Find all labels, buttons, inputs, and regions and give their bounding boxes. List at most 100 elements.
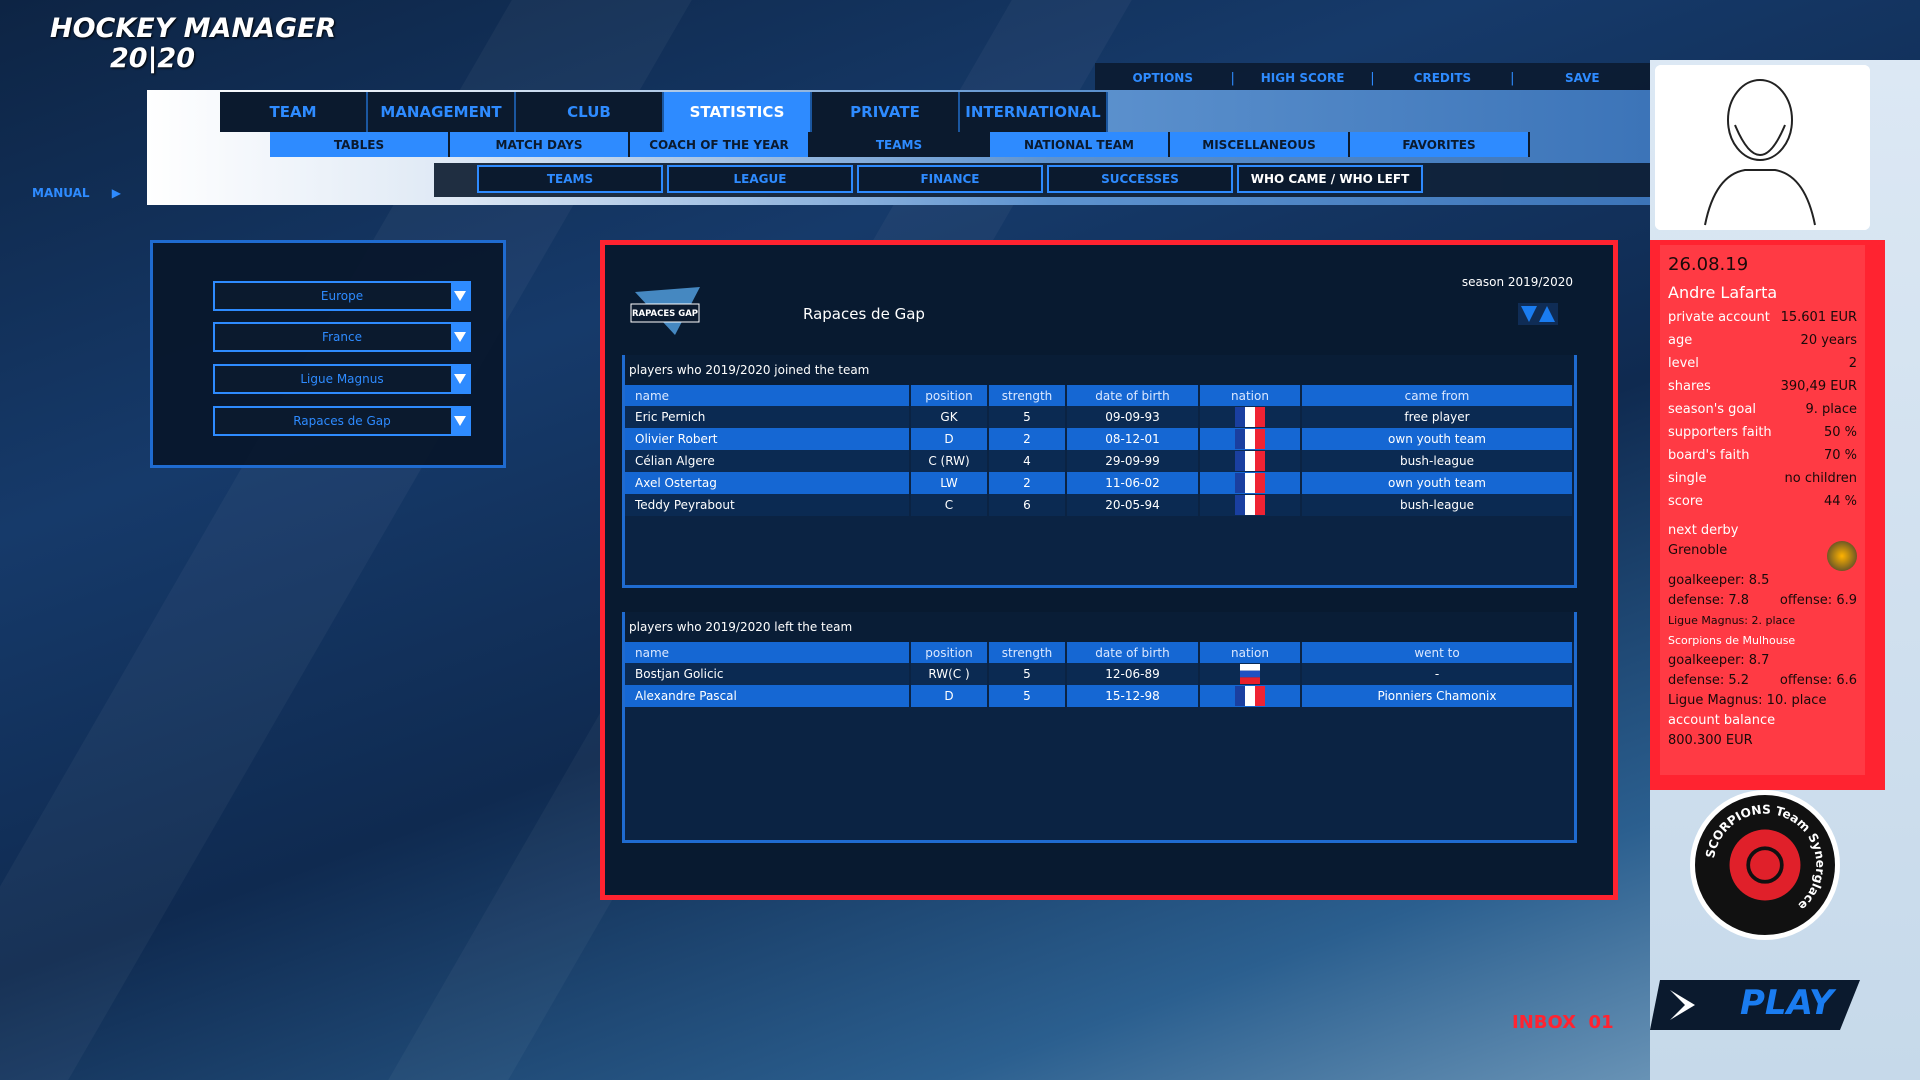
- season-label: season 2019/2020: [1461, 275, 1573, 289]
- sub-tabs: TABLES MATCH DAYS COACH OF THE YEAR TEAM…: [270, 132, 1530, 157]
- player-strength: 2: [988, 472, 1067, 494]
- player-nation: [1199, 406, 1302, 428]
- stat-value: 44 %: [1823, 494, 1857, 509]
- stat-value: 15.601 EUR: [1780, 310, 1857, 325]
- table-row[interactable]: Bostjan Golicic RW(C ) 5 12-06-89 -: [625, 663, 1574, 685]
- player-name: Axel Ostertag: [625, 472, 911, 494]
- player-strength: 5: [988, 406, 1067, 428]
- derby-label: next derby: [1668, 523, 1739, 538]
- high-score-link[interactable]: HIGH SCORE: [1260, 71, 1345, 85]
- current-date: 26.08.19: [1668, 254, 1749, 275]
- tab-successes[interactable]: SUCCESSES: [1047, 165, 1233, 193]
- joined-section: players who 2019/2020 joined the team na…: [622, 355, 1577, 588]
- chevron-down-icon: [451, 408, 469, 434]
- tab-who-came-who-left[interactable]: WHO CAME / WHO LEFT: [1237, 165, 1423, 193]
- col-name[interactable]: name: [625, 642, 911, 663]
- subtab-tables[interactable]: TABLES: [270, 132, 450, 157]
- filter-panel: Europe France Ligue Magnus Rapaces de Ga…: [150, 240, 506, 468]
- stat-label: level: [1668, 356, 1699, 371]
- save-link[interactable]: SAVE: [1564, 71, 1600, 85]
- subtab-match-days[interactable]: MATCH DAYS: [450, 132, 630, 157]
- col-nation[interactable]: nation: [1199, 385, 1302, 406]
- stat-label: board's faith: [1668, 448, 1750, 463]
- flag-france-icon: [1235, 495, 1265, 515]
- col-date-of-birth[interactable]: date of birth: [1066, 385, 1200, 406]
- table-row[interactable]: Alexandre Pascal D 5 15-12-98 Pionniers …: [625, 685, 1574, 707]
- col-went-to[interactable]: went to: [1301, 642, 1574, 663]
- tab-international[interactable]: INTERNATIONAL: [960, 92, 1108, 132]
- tab-finance[interactable]: FINANCE: [857, 165, 1043, 193]
- region-dropdown[interactable]: Europe: [213, 281, 471, 311]
- player-nation: [1199, 494, 1302, 516]
- tab-private[interactable]: PRIVATE: [812, 92, 960, 132]
- joined-caption: players who 2019/2020 joined the team: [625, 355, 1574, 385]
- player-from: bush-league: [1301, 494, 1574, 516]
- play-label: PLAY: [1740, 983, 1834, 1023]
- derby-team-logo: [1827, 541, 1857, 571]
- stat-label: private account: [1668, 310, 1770, 325]
- stat-label: supporters faith: [1668, 425, 1772, 440]
- team-dropdown[interactable]: Rapaces de Gap: [213, 406, 471, 436]
- club-logo: SCORPIONS Team Synerglace: [1690, 790, 1840, 940]
- joined-table: name position strength date of birth nat…: [625, 385, 1574, 516]
- manual-button[interactable]: MANUAL ▶: [32, 186, 121, 200]
- player-strength: 5: [988, 685, 1067, 707]
- table-row[interactable]: Olivier Robert D 2 08-12-01 own youth te…: [625, 428, 1574, 450]
- player-from: own youth team: [1301, 472, 1574, 494]
- player-dob: 08-12-01: [1066, 428, 1200, 450]
- table-row[interactable]: Axel Ostertag LW 2 11-06-02 own youth te…: [625, 472, 1574, 494]
- col-name[interactable]: name: [625, 385, 911, 406]
- player-position: D: [910, 428, 989, 450]
- tab-management[interactable]: MANAGEMENT: [368, 92, 516, 132]
- stat-value: 2: [1848, 356, 1857, 371]
- credits-link[interactable]: CREDITS: [1413, 71, 1472, 85]
- player-dob: 12-06-89: [1066, 663, 1200, 685]
- country-dropdown[interactable]: France: [213, 322, 471, 352]
- player-name: Olivier Robert: [625, 428, 911, 450]
- league-dropdown[interactable]: Ligue Magnus: [213, 364, 471, 394]
- own-team: Scorpions de Mulhouse: [1668, 634, 1796, 647]
- flag-slovenia-icon: [1240, 664, 1260, 684]
- league-value: Ligue Magnus: [300, 372, 384, 386]
- col-strength[interactable]: strength: [988, 385, 1067, 406]
- own-defense: defense: 5.2: [1668, 673, 1750, 688]
- subtab-coach-of-the-year[interactable]: COACH OF THE YEAR: [630, 132, 810, 157]
- play-button[interactable]: PLAY: [1650, 975, 1870, 1035]
- subtab-teams[interactable]: TEAMS: [810, 132, 990, 157]
- tab-team[interactable]: TEAM: [220, 92, 368, 132]
- stat-value: 390,49 EUR: [1780, 379, 1857, 394]
- player-name: Célian Algere: [625, 450, 911, 472]
- subtab-national-team[interactable]: NATIONAL TEAM: [990, 132, 1170, 157]
- sort-toggle[interactable]: [1518, 303, 1558, 325]
- tab-club[interactable]: CLUB: [516, 92, 664, 132]
- inbox-button[interactable]: INBOX 01: [1512, 1012, 1614, 1033]
- table-row[interactable]: Teddy Peyrabout C 6 20-05-94 bush-league: [625, 494, 1574, 516]
- who-came-who-left-panel: season 2019/2020 RAPACES GAP Rapaces de …: [600, 240, 1618, 900]
- tab-league[interactable]: LEAGUE: [667, 165, 853, 193]
- player-dob: 15-12-98: [1066, 685, 1200, 707]
- col-position[interactable]: position: [910, 642, 989, 663]
- col-nation[interactable]: nation: [1199, 642, 1302, 663]
- app-logo: HOCKEY MANAGER 20|20: [50, 14, 336, 74]
- col-strength[interactable]: strength: [988, 642, 1067, 663]
- subtab-miscellaneous[interactable]: MISCELLANEOUS: [1170, 132, 1350, 157]
- options-link[interactable]: OPTIONS: [1132, 71, 1193, 85]
- left-table: name position strength date of birth nat…: [625, 642, 1574, 707]
- team-logo: RAPACES GAP: [630, 287, 700, 335]
- subtab-favorites[interactable]: FAVORITES: [1350, 132, 1530, 157]
- tab-teams[interactable]: TEAMS: [477, 165, 663, 193]
- stat-value: 70 %: [1823, 448, 1857, 463]
- player-position: C: [910, 494, 989, 516]
- team-name: Rapaces de Gap: [803, 305, 925, 323]
- flag-france-icon: [1235, 686, 1265, 706]
- col-came-from[interactable]: came from: [1301, 385, 1574, 406]
- col-position[interactable]: position: [910, 385, 989, 406]
- table-row[interactable]: Célian Algere C (RW) 4 29-09-99 bush-lea…: [625, 450, 1574, 472]
- player-name: Teddy Peyrabout: [625, 494, 911, 516]
- table-row[interactable]: Eric Pernich GK 5 09-09-93 free player: [625, 406, 1574, 428]
- player-to: -: [1301, 663, 1574, 685]
- tab-statistics[interactable]: STATISTICS: [664, 92, 812, 132]
- col-date-of-birth[interactable]: date of birth: [1066, 642, 1200, 663]
- own-offense: offense: 6.6: [1779, 673, 1857, 688]
- chevron-down-icon: [451, 283, 469, 309]
